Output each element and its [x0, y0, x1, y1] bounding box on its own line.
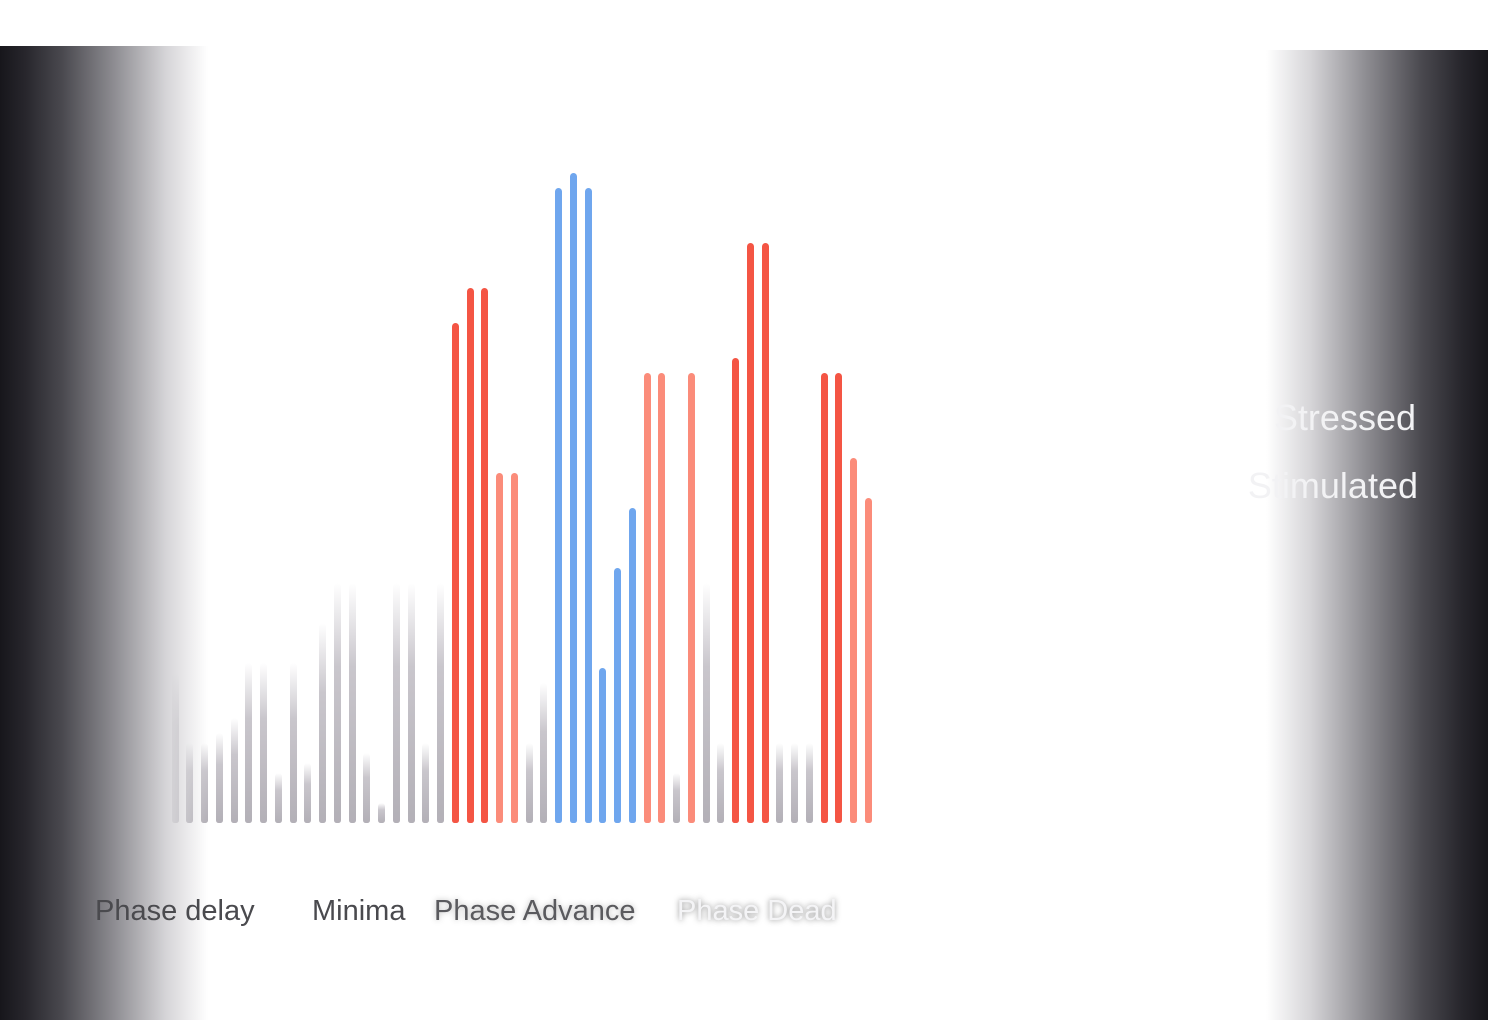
- bar-advance: [614, 568, 621, 823]
- bar-minima: [437, 583, 444, 823]
- bar-minima: [260, 663, 267, 823]
- bar-stressed: [732, 358, 739, 823]
- bar-stressed: [467, 288, 474, 823]
- bar-minima: [422, 743, 429, 823]
- bar-minima: [127, 773, 134, 823]
- bar-minima: [216, 733, 223, 823]
- bar-stimulated: [850, 458, 857, 823]
- legend-phase-advance: Phase Advance: [434, 895, 636, 927]
- bar-stressed: [835, 373, 842, 823]
- bar-minima: [201, 743, 208, 823]
- bar-minima: [378, 803, 385, 823]
- bar-minima: [113, 653, 120, 823]
- bar-stimulated: [688, 373, 695, 823]
- label-stimulated: Stimulated: [1247, 465, 1418, 506]
- bar-minima: [673, 773, 680, 823]
- label-stressed: Stressed: [1273, 397, 1416, 438]
- legend-phase-dead: Phase Dead: [677, 895, 837, 927]
- bar-minima: [157, 723, 164, 823]
- bar-minima: [172, 673, 179, 823]
- bar-minima: [186, 743, 193, 823]
- bar-stimulated: [644, 373, 651, 823]
- bar-stressed: [452, 323, 459, 823]
- bar-minima: [275, 773, 282, 823]
- bar-minima: [304, 763, 311, 823]
- bar-stimulated: [865, 498, 872, 823]
- bar-minima: [703, 583, 710, 823]
- bar-minima: [349, 583, 356, 823]
- bar-minima: [334, 583, 341, 823]
- bar-stressed: [481, 288, 488, 823]
- bar-minima: [393, 583, 400, 823]
- bar-advance: [629, 508, 636, 823]
- bar-minima: [791, 743, 798, 823]
- bar-delay: [98, 517, 105, 823]
- bar-delay: [83, 463, 90, 823]
- bar-minima: [717, 743, 724, 823]
- bar-minima: [363, 753, 370, 823]
- bar-advance: [599, 668, 606, 823]
- bar-minima: [526, 743, 533, 823]
- bar-minima: [540, 683, 547, 823]
- bar-minima: [245, 663, 252, 823]
- bar-stimulated: [511, 473, 518, 823]
- bar-stressed: [821, 373, 828, 823]
- bar-minima: [319, 623, 326, 823]
- legend-minima: Minima: [312, 895, 406, 927]
- bar-advance: [585, 188, 592, 823]
- legend-phase-delay: Phase delay: [95, 895, 255, 927]
- bar-minima: [806, 743, 813, 823]
- bar-minima: [142, 713, 149, 823]
- bar-stimulated: [496, 473, 503, 823]
- bar-minima: [231, 718, 238, 823]
- bar-stimulated: [658, 373, 665, 823]
- bar-minima: [408, 583, 415, 823]
- bar-stressed: [762, 243, 769, 823]
- bar-minima: [290, 663, 297, 823]
- bar-minima: [776, 743, 783, 823]
- bar-stressed: [747, 243, 754, 823]
- bar-advance: [555, 188, 562, 823]
- bar-advance: [570, 173, 577, 823]
